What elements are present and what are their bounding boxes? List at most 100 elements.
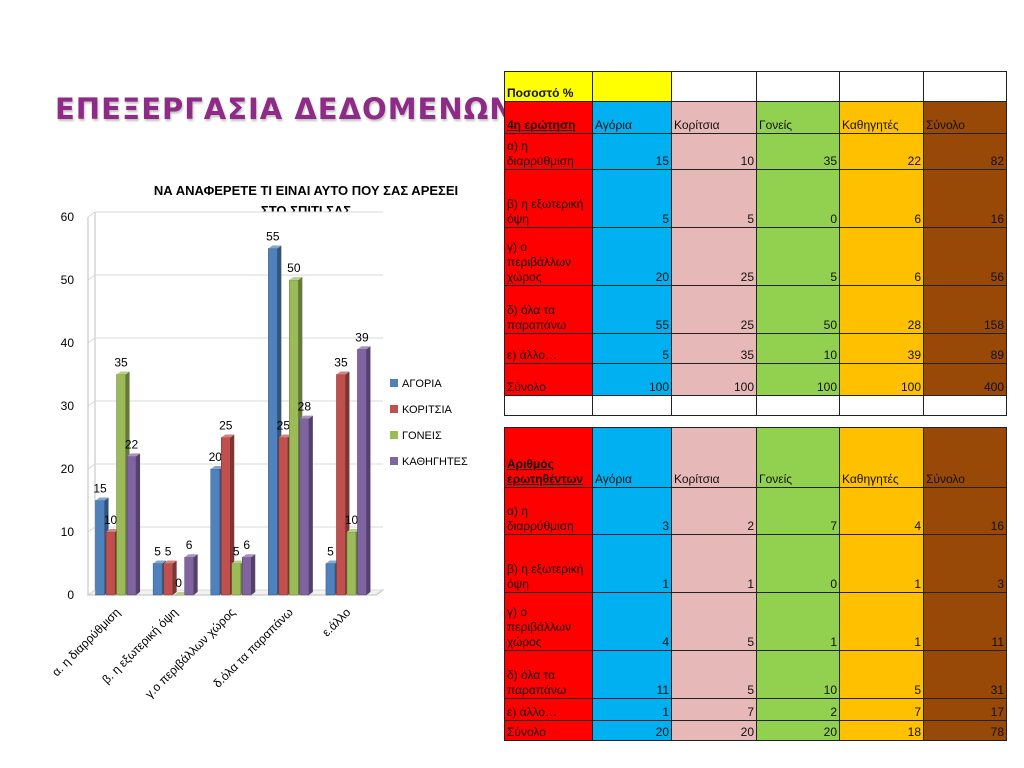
bar-top <box>106 529 120 532</box>
column-header: Αγόρια <box>592 427 672 488</box>
slide-title: ΕΠΕΞΕΡΓΑΣΙΑ ΔΕΔΟΜΕΝΩΝ <box>55 92 515 126</box>
table-cell: 35 <box>756 133 840 170</box>
legend-swatch <box>390 457 398 465</box>
table-cell: 4 <box>592 592 672 651</box>
bar-top <box>336 371 350 375</box>
table-cell: 7 <box>671 698 757 721</box>
bar-side <box>230 434 235 595</box>
table-cell: 5 <box>671 169 757 228</box>
data-label: 10 <box>104 513 118 527</box>
table-header-row: 4η ερώτηση Αγόρια Κορίτσια Γονείς Καθηγητές Σ… <box>504 101 1007 134</box>
table-cell <box>671 395 757 416</box>
row-label: γ) ο περιβάλλων χώρος <box>504 592 593 651</box>
table-cell: 1 <box>839 592 924 651</box>
bar <box>325 563 336 596</box>
data-label: 10 <box>345 513 359 527</box>
bar <box>116 374 126 596</box>
table-cell: 31 <box>923 650 1007 699</box>
gridline-side <box>87 337 96 344</box>
gridline-side <box>87 526 96 533</box>
column-header: Αγόρια <box>592 101 672 134</box>
bar-top <box>231 560 245 564</box>
table-row: γ) ο περιβάλλων χώρος 4 5 1 1 11 <box>504 592 1007 651</box>
row-label: α) η διαρρύθμιση <box>504 487 593 535</box>
data-label: 0 <box>175 576 182 590</box>
bar-side <box>136 453 141 595</box>
data-label: 5 <box>327 545 334 559</box>
bar <box>184 556 194 596</box>
table-cell: 11 <box>592 650 672 699</box>
bar-top <box>95 497 109 501</box>
legend-label: ΚΟΡΙΤΣΙΑ <box>402 404 453 416</box>
bar-top <box>346 529 360 532</box>
bar-top <box>174 592 188 595</box>
data-label: 6 <box>186 538 193 552</box>
table-cell <box>756 71 840 102</box>
x-tick-label: ε.άλλο <box>319 605 353 639</box>
table-cell: 10 <box>671 133 757 170</box>
bar-side <box>172 560 177 595</box>
bar-top <box>127 453 141 457</box>
row-label: ε) άλλο… <box>504 698 593 721</box>
bar-top <box>242 554 256 558</box>
table-cell: 100 <box>839 363 924 396</box>
table-title-row: Ποσοστό % <box>504 71 1007 102</box>
table-cell: 5 <box>592 333 672 364</box>
table-cell: 5 <box>756 227 840 286</box>
table-cell: 5 <box>671 592 757 651</box>
legend-label: ΓΟΝΕΙΣ <box>402 430 442 442</box>
bar-top <box>278 434 292 438</box>
table-cell: 20 <box>671 720 757 741</box>
gridline-side <box>87 400 96 407</box>
y-tick-label: 20 <box>61 462 75 476</box>
bar <box>163 563 173 596</box>
table-cell <box>592 395 672 416</box>
bar-top <box>163 560 177 564</box>
legend-swatch <box>390 431 398 439</box>
table-cell: 25 <box>671 227 757 286</box>
table-row: α) η διαρρύθμιση 15 10 35 22 82 <box>504 133 1007 170</box>
data-label: 25 <box>277 419 291 433</box>
bar <box>231 563 241 596</box>
table-row: β) η εξωτερική όψη 5 5 0 6 16 <box>504 169 1007 228</box>
column-header: Σύνολο <box>923 427 1007 488</box>
table-row: δ) όλα τα παραπάνω 55 25 50 28 158 <box>504 285 1007 334</box>
bar-top <box>116 371 130 375</box>
table-cell: 18 <box>839 720 924 741</box>
chart-title-line: ΝΑ ΑΝΑΦΕΡΕΤΕ ΤΙ ΕΙΝΑΙ ΑΥΤΟ ΠΟΥ ΣΑΣ ΑΡΕΣΕ… <box>154 183 458 198</box>
legend-swatch <box>390 405 398 413</box>
data-label: 6 <box>243 538 250 552</box>
row-label: γ) ο περιβάλλων χώρος <box>504 227 593 286</box>
table-cell: 1 <box>671 534 757 593</box>
table-cell: 17 <box>923 698 1007 721</box>
data-label: 22 <box>125 437 139 451</box>
bar <box>289 279 299 596</box>
table-row: α) η διαρρύθμιση 3 2 7 4 16 <box>504 487 1007 535</box>
data-label: 5 <box>165 545 172 559</box>
table-cell <box>839 395 924 416</box>
y-tick-label: 0 <box>67 588 74 602</box>
bar-top <box>184 554 198 558</box>
table-cell: 100 <box>756 363 840 396</box>
table-cell: 0 <box>756 169 840 228</box>
table-cell: 20 <box>756 720 840 741</box>
data-label: 5 <box>154 545 161 559</box>
table-header-row: Αριθμός ερωτηθέντων Αγόρια Κορίτσια Γονείς Κ… <box>504 427 1007 488</box>
table-cell: 2 <box>671 487 757 535</box>
table-cell: 78 <box>923 720 1007 741</box>
table-cell: 3 <box>923 534 1007 593</box>
table-cell: 400 <box>923 363 1007 396</box>
table-cell: 89 <box>923 333 1007 364</box>
table-cell: 20 <box>592 720 672 741</box>
legend-label: ΑΓΟΡΙΑ <box>402 378 442 390</box>
table-cell: 35 <box>671 333 757 364</box>
row-label: Σύνολο <box>504 720 593 741</box>
respondents-table: Αριθμός ερωτηθέντων Αγόρια Κορίτσια Γονείς Κ… <box>504 427 1007 741</box>
table-cell: 11 <box>923 592 1007 651</box>
percentage-table: Ποσοστό % 4η ερώτηση Αγόρια Κορίτσια Γονείς Κ… <box>504 71 1007 416</box>
bar <box>357 349 367 596</box>
table-cell: 82 <box>923 133 1007 170</box>
table-cell: 55 <box>592 285 672 334</box>
table-cell: 2 <box>756 698 840 721</box>
bar <box>105 531 116 596</box>
